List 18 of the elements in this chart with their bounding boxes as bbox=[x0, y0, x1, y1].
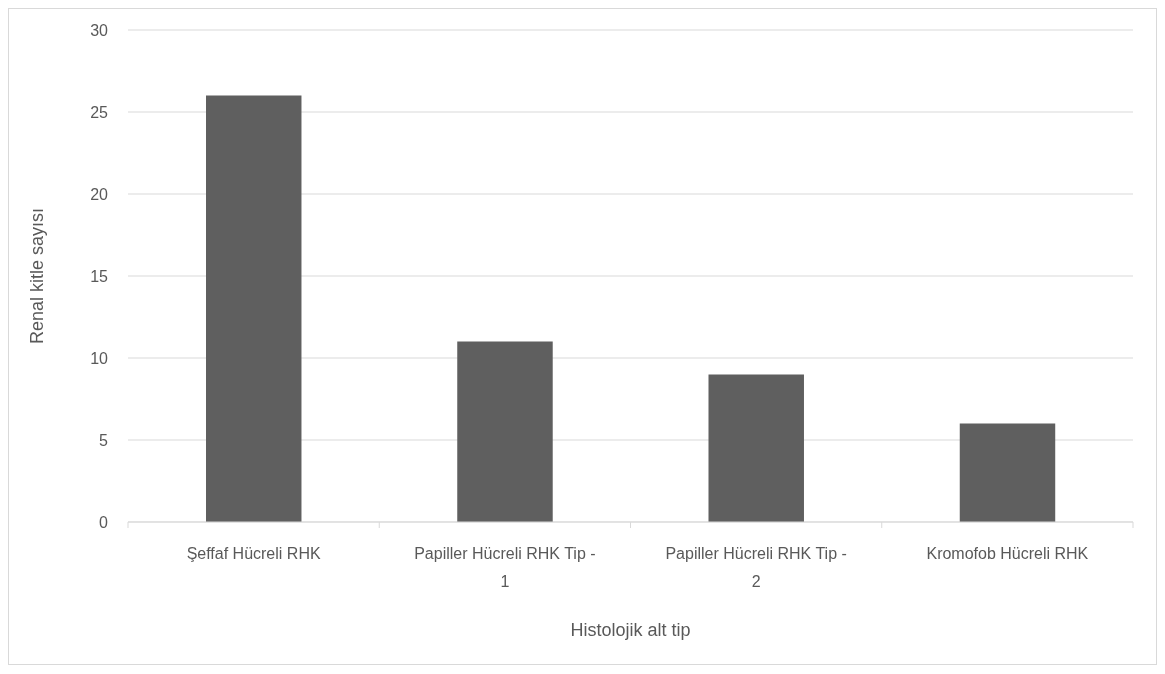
bar bbox=[959, 423, 1056, 522]
y-tick-label: 5 bbox=[99, 431, 109, 449]
y-axis-title: Renal kitle sayısı bbox=[27, 207, 48, 345]
bar bbox=[457, 341, 553, 522]
chart-border: Şeffaf Hücreli RHK Papiller Hücreli RHK Tip - 1 Papiller Hücreli RHK Tip - 2 Kromofob Hücreli RHK Histolojik alt tip 0 5 10 15 20 25 30 Renal kitle sayısı bbox=[8, 8, 1157, 665]
y-tick-label: 25 bbox=[90, 103, 109, 121]
x-tick-label: Papiller Hücreli RHK Tip - 1 bbox=[414, 545, 596, 591]
y-tick-label: 0 bbox=[99, 513, 109, 531]
y-tick-label: 30 bbox=[90, 21, 109, 39]
y-tick-label: 15 bbox=[90, 267, 109, 285]
x-tick-label: Şeffaf Hücreli RHK bbox=[186, 545, 321, 563]
x-axis-title: Histolojik alt tip bbox=[570, 620, 691, 640]
bar bbox=[206, 95, 302, 522]
y-tick-label: 20 bbox=[90, 185, 109, 203]
x-tick-label: Kromofob Hücreli RHK bbox=[926, 545, 1089, 563]
x-tick-label: Papiller Hücreli RHK Tip - 2 bbox=[665, 545, 847, 591]
y-tick-label: 10 bbox=[90, 349, 109, 367]
bar bbox=[708, 374, 804, 522]
